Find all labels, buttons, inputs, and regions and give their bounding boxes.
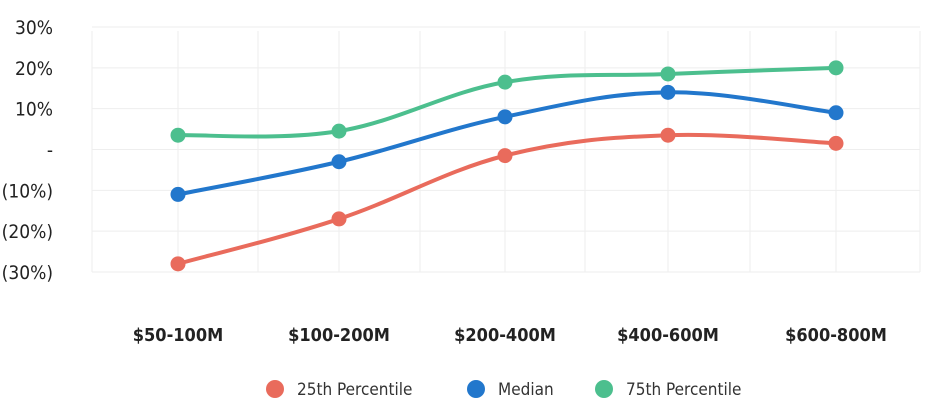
data-point: [331, 123, 347, 139]
series-line: [176, 90, 838, 197]
y-axis: 30% 20% 10% - (10%) (20%) (30%): [2, 17, 53, 284]
data-point: [170, 186, 186, 202]
y-tick-label: (20%): [2, 221, 53, 243]
data-point: [331, 211, 347, 227]
legend: 25th Percentile Median 75th Percentile: [266, 380, 741, 400]
y-tick-label: (10%): [2, 180, 53, 202]
data-point: [660, 84, 676, 100]
x-tick-label: $600-800M: [785, 325, 887, 346]
data-point: [170, 256, 186, 272]
x-tick-label: $50-100M: [133, 325, 223, 346]
legend-label: 25th Percentile: [297, 380, 412, 400]
x-axis: $50-100M $100-200M $200-400M $400-600M $600-…: [133, 325, 887, 346]
y-tick-label: 30%: [15, 17, 53, 39]
legend-marker: [467, 380, 485, 398]
data-point: [660, 127, 676, 143]
data-point: [170, 127, 186, 143]
data-point: [828, 60, 844, 76]
y-tick-label: (30%): [2, 262, 53, 284]
series-lines: [176, 65, 838, 266]
x-tick-label: $200-400M: [454, 325, 556, 346]
data-point: [660, 66, 676, 82]
legend-label: 75th Percentile: [626, 380, 741, 400]
data-point: [497, 148, 513, 164]
y-tick-label: -: [47, 140, 53, 162]
y-tick-label: 10%: [15, 99, 53, 121]
data-point: [497, 74, 513, 90]
data-point: [331, 154, 347, 170]
legend-label: Median: [498, 380, 554, 400]
data-point: [497, 109, 513, 125]
x-tick-label: $400-600M: [617, 325, 719, 346]
series-points: [170, 60, 844, 272]
x-tick-label: $100-200M: [288, 325, 390, 346]
data-point: [828, 105, 844, 121]
legend-marker: [266, 380, 284, 398]
legend-marker: [595, 380, 613, 398]
data-point: [828, 135, 844, 151]
y-tick-label: 20%: [15, 58, 53, 80]
